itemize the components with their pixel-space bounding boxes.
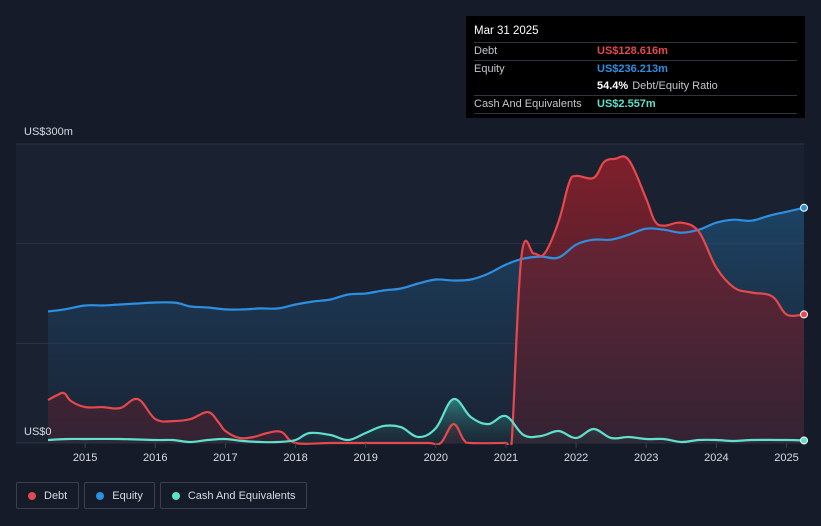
debt-line [47,155,805,445]
legend: Debt Equity Cash And Equivalents [16,482,308,509]
legend-cash-label: Cash And Equivalents [187,489,296,502]
equity-dot-icon [96,491,105,500]
tooltip-row-cash: Cash And Equivalents US$2.557m [474,95,797,114]
tooltip-cash-value: US$2.557m [597,98,656,110]
tooltip-panel: Mar 31 2025 Debt US$128.616m Equity US$2… [466,16,805,118]
debt-end-marker [800,310,808,319]
cash-dot-icon [171,491,180,500]
legend-item-debt[interactable]: Debt [16,482,80,509]
legend-equity-label: Equity [112,489,143,502]
x-tick-label-2021: 2021 [494,452,518,464]
tooltip-equity-label: Equity [474,63,505,75]
x-tick-label-2023: 2023 [634,452,658,464]
x-axis-ticks: 2015 2016 2017 2018 2019 2020 2021 2022 2023 2024… [73,443,799,464]
x-tick-label-2016: 2016 [143,452,167,464]
cash-line [47,397,805,444]
y-axis-top-label: US$300m [24,126,73,138]
equity-line [47,206,805,313]
tooltip-equity-value: US$236.213m [597,63,668,75]
x-tick-label-2015: 2015 [73,452,97,464]
tooltip-debt-label: Debt [474,45,498,57]
cash-end-marker [800,436,808,445]
x-tick-label-2022: 2022 [564,452,588,464]
x-tick-label-2020: 2020 [424,452,448,464]
series-areas [48,156,804,445]
tooltip-cash-label: Cash And Equivalents [474,98,582,110]
series-lines [47,155,805,445]
x-tick-label-2017: 2017 [213,452,237,464]
x-tick-label-2019: 2019 [353,452,377,464]
tooltip-ratio-label: Debt/Equity Ratio [632,80,718,92]
equity-end-marker [800,203,808,212]
tooltip-row-debt: Debt US$128.616m [474,42,797,60]
legend-item-cash[interactable]: Cash And Equivalents [159,482,308,509]
tooltip-row-equity: Equity US$236.213m [474,60,797,78]
legend-debt-label: Debt [44,489,68,502]
x-tick-label-2024: 2024 [704,452,728,464]
debt-dot-icon [28,491,36,500]
tooltip-debt-value: US$128.616m [597,45,668,57]
x-tick-label-2018: 2018 [283,452,307,464]
tooltip-row-ratio: 54.4% Debt/Equity Ratio [474,78,797,95]
x-tick-label-2025: 2025 [774,452,798,464]
debt-area [48,156,804,445]
tooltip-ratio-value: 54.4% [597,80,629,92]
tooltip-date: Mar 31 2025 [474,25,539,37]
end-markers [800,203,808,445]
y-axis-bottom-label: US$0 [24,426,52,438]
legend-item-equity[interactable]: Equity [84,482,155,509]
